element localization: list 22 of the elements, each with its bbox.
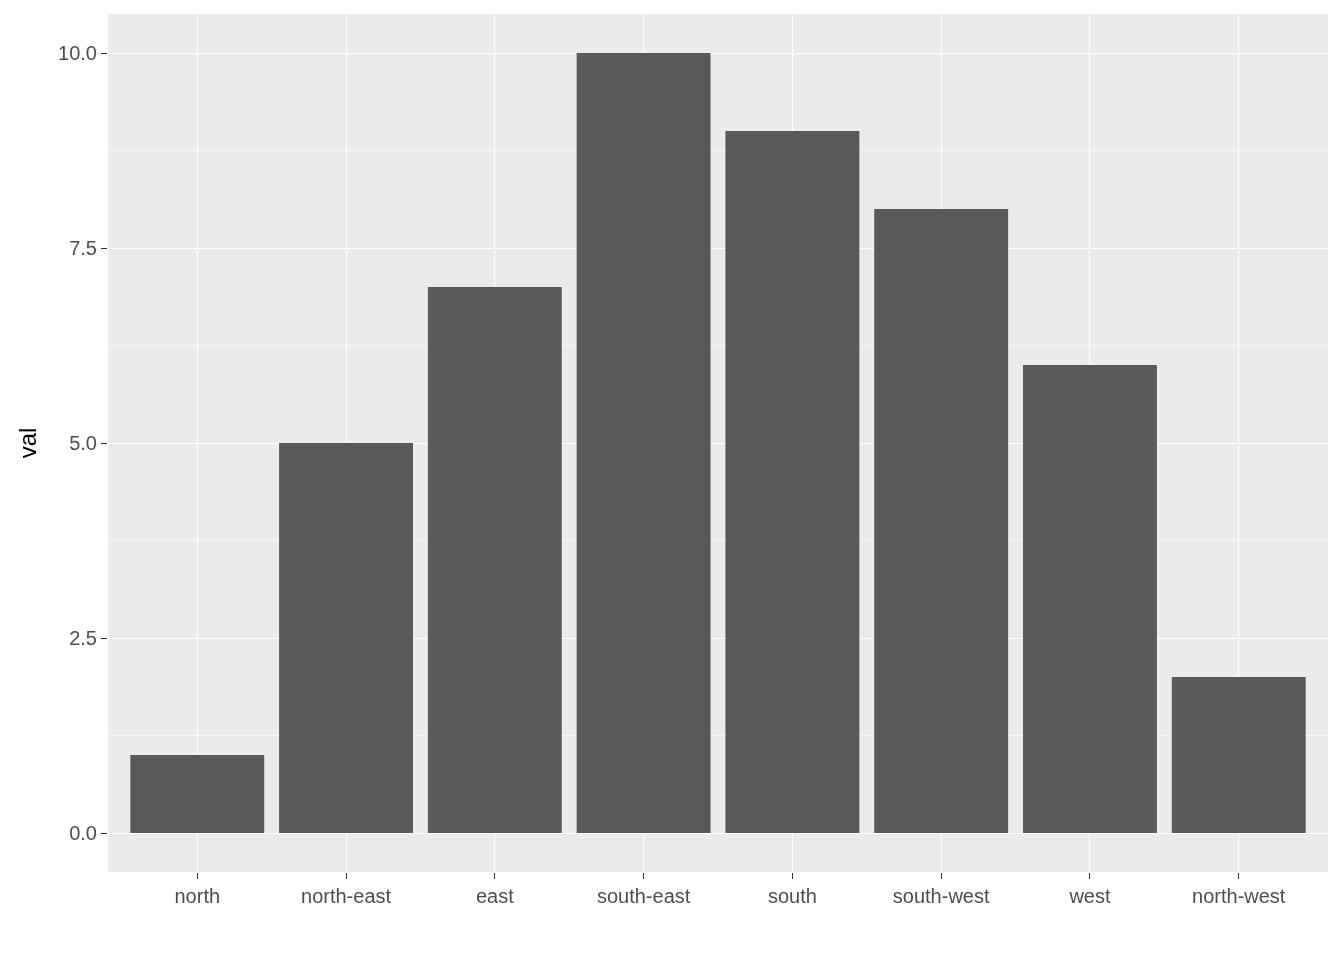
x-tick-label: north-west	[1192, 885, 1286, 907]
y-tick-label: 5.0	[69, 432, 97, 454]
bar	[725, 131, 860, 833]
y-axis-title: val	[14, 427, 42, 459]
x-tick-label: south-west	[892, 885, 990, 907]
x-tick-label: north	[174, 885, 221, 907]
x-tick-label: north-east	[301, 885, 392, 907]
x-tick-label: east	[475, 885, 515, 907]
bar	[576, 53, 711, 833]
bar	[1171, 677, 1306, 833]
y-tick-label: 10.0	[58, 42, 97, 64]
y-tick-label: 2.5	[69, 627, 97, 649]
bar	[279, 443, 413, 833]
x-tick-label: south-east	[596, 885, 691, 907]
y-tick-label: 7.5	[69, 237, 97, 259]
x-tick-label: west	[1068, 885, 1111, 907]
x-tick-label: south	[767, 885, 817, 907]
y-tick-label: 0.0	[69, 822, 97, 844]
bar	[1023, 365, 1157, 833]
bar	[427, 287, 562, 833]
bar	[130, 755, 265, 833]
bar	[874, 209, 1009, 833]
